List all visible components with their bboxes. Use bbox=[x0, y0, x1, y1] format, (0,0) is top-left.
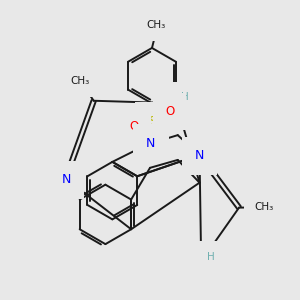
Text: CH₃: CH₃ bbox=[146, 20, 166, 30]
Text: O: O bbox=[130, 120, 139, 133]
Text: CH₃: CH₃ bbox=[71, 76, 90, 86]
Text: N: N bbox=[145, 136, 155, 150]
Text: CH₃: CH₃ bbox=[254, 202, 273, 212]
Text: N: N bbox=[62, 173, 71, 186]
Text: N: N bbox=[196, 255, 206, 268]
Text: O: O bbox=[165, 105, 174, 118]
Text: S: S bbox=[148, 115, 156, 128]
Text: H: H bbox=[182, 92, 189, 102]
Text: N: N bbox=[170, 97, 179, 110]
Text: N: N bbox=[195, 149, 204, 162]
Text: H: H bbox=[207, 251, 215, 262]
